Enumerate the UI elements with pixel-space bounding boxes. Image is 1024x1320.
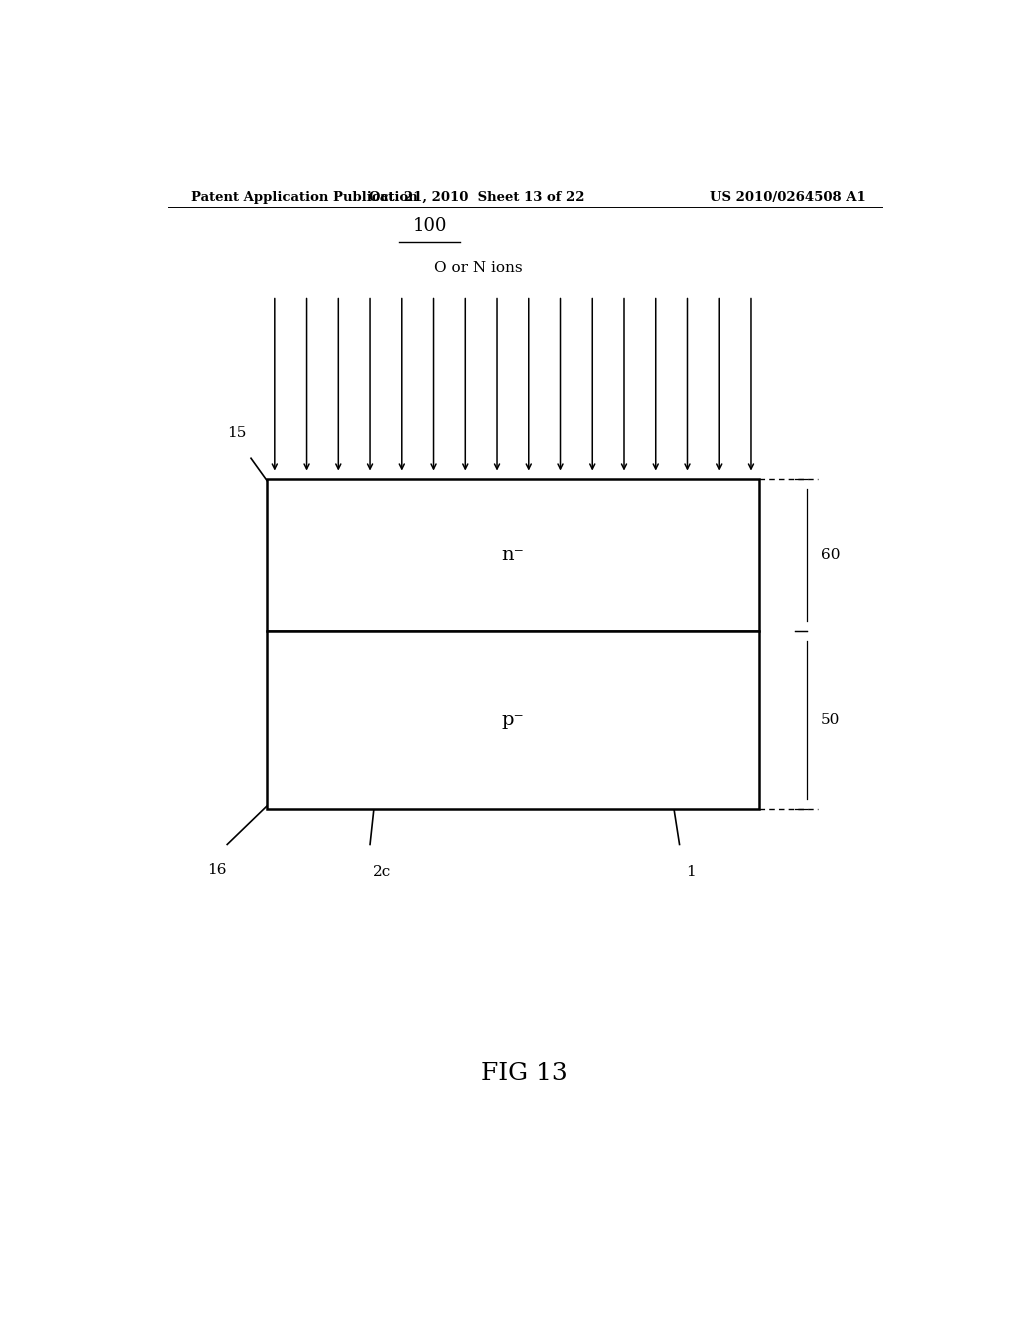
Text: FIG 13: FIG 13 — [481, 1061, 568, 1085]
Text: 2c: 2c — [373, 865, 391, 879]
Bar — [267, 631, 759, 809]
Text: 50: 50 — [821, 713, 840, 727]
Text: 1: 1 — [686, 865, 696, 879]
Text: US 2010/0264508 A1: US 2010/0264508 A1 — [711, 191, 866, 203]
Bar — [267, 479, 759, 631]
Text: p⁻: p⁻ — [502, 711, 524, 729]
Text: n⁻: n⁻ — [502, 545, 524, 564]
Text: 60: 60 — [821, 548, 841, 562]
Text: Oct. 21, 2010  Sheet 13 of 22: Oct. 21, 2010 Sheet 13 of 22 — [370, 191, 585, 203]
Text: 100: 100 — [413, 216, 446, 235]
Text: O or N ions: O or N ions — [433, 261, 522, 276]
Text: 16: 16 — [207, 863, 227, 876]
Text: 15: 15 — [227, 426, 247, 440]
Text: Patent Application Publication: Patent Application Publication — [191, 191, 418, 203]
